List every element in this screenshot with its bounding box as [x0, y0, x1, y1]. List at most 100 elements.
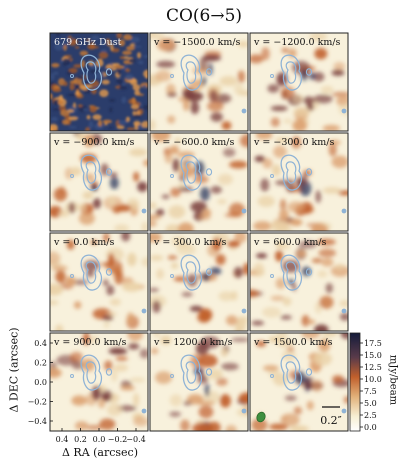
dust-grain	[62, 119, 69, 126]
dust-grain	[143, 104, 148, 110]
emission-blob	[234, 322, 243, 331]
dust-grain	[97, 119, 103, 127]
emission-blob	[109, 349, 128, 355]
emission-blob	[150, 214, 161, 220]
channel-panel: v = 900.0 km/s	[49, 332, 149, 432]
emission-blob	[115, 356, 128, 361]
emission-blob	[50, 283, 64, 296]
panel-frame	[149, 32, 249, 132]
emission-blob	[283, 118, 293, 124]
colorbar-tick-label: 0.0	[364, 423, 377, 432]
channel-panel: v = 1500.0 km/s 0.2″	[249, 332, 349, 432]
dust-grain	[133, 120, 141, 126]
emission-blob	[190, 201, 207, 213]
dust-grain	[116, 33, 123, 39]
emission-blob	[82, 191, 94, 200]
dust-grain	[52, 88, 62, 93]
channel-panel: v = −1200.0 km/s	[249, 32, 349, 132]
dust-grain	[52, 108, 61, 111]
emission-blob	[233, 266, 243, 278]
emission-blob	[168, 205, 186, 219]
dust-grain	[126, 127, 136, 131]
emission-blob	[271, 164, 281, 177]
emission-blob	[150, 119, 156, 131]
panel-frame	[149, 132, 249, 232]
contour-outer	[80, 254, 103, 291]
x-tick-label: 0.4	[56, 435, 69, 444]
contour-outer	[180, 354, 203, 391]
emission-blob	[270, 220, 289, 231]
panel-frame	[249, 132, 349, 232]
contour-clump	[70, 74, 74, 78]
emission-blob	[155, 371, 173, 384]
x-tick-label: −0.4	[126, 435, 145, 444]
emission-blob	[219, 394, 231, 408]
emission-blob	[92, 198, 101, 209]
contour-clump	[205, 68, 213, 76]
emission-blob	[292, 119, 308, 131]
dust-grain	[85, 126, 91, 131]
dust-grain	[143, 55, 148, 58]
emission-blob	[155, 208, 165, 216]
emission-blob	[128, 343, 140, 350]
contour-inner	[185, 161, 197, 184]
emission-blob	[325, 283, 333, 294]
emission-blob	[58, 210, 70, 218]
dust-grain	[99, 89, 109, 98]
dust-grain	[62, 58, 71, 66]
beam-ellipse	[256, 411, 266, 423]
emission-blob	[306, 400, 314, 411]
colorbar	[349, 332, 361, 432]
emission-blob	[86, 425, 103, 430]
emission-blob	[291, 94, 304, 104]
emission-blob	[338, 102, 348, 116]
dust-grain	[118, 85, 128, 90]
emission-blob	[287, 347, 295, 352]
emission-blob	[133, 171, 140, 182]
emission-blob	[237, 40, 248, 48]
x-tick-label: 0.0	[93, 435, 106, 444]
dust-grain	[74, 84, 81, 92]
contour-outer	[280, 154, 303, 191]
emission-peak	[202, 272, 210, 282]
dust-grain	[109, 107, 113, 113]
emission-blob	[89, 335, 99, 343]
emission-blob	[50, 299, 59, 306]
emission-blob	[276, 339, 294, 348]
edge-blob	[241, 408, 247, 414]
emission-blob	[192, 422, 210, 431]
contour-inner	[285, 361, 297, 384]
emission-blob	[152, 300, 161, 313]
dust-grain	[108, 98, 116, 103]
emission-blob	[127, 333, 144, 341]
emission-blob	[161, 194, 170, 199]
emission-peak	[299, 180, 312, 197]
emission-peak	[200, 186, 210, 202]
dust-grain	[125, 116, 131, 123]
emission-blob	[108, 196, 116, 206]
dust-grain	[125, 68, 131, 73]
emission-blob	[172, 158, 180, 172]
emission-blob	[150, 254, 164, 261]
emission-blob	[309, 33, 328, 41]
emission-blob	[167, 255, 178, 260]
emission-blob	[340, 333, 348, 340]
emission-blob	[176, 243, 197, 256]
emission-blob	[111, 369, 118, 382]
dust-grain	[89, 80, 100, 88]
colorbar-tick-label: 17.5	[364, 339, 382, 348]
emission-blob	[250, 289, 259, 298]
emission-blob	[102, 233, 110, 243]
emission-blob	[197, 354, 218, 368]
emission-blob	[141, 221, 148, 231]
contour-clump	[105, 268, 113, 276]
emission-blob	[267, 84, 280, 93]
emission-blob	[166, 92, 178, 97]
emission-blob	[150, 233, 162, 243]
emission-peak	[209, 89, 218, 103]
emission-peak	[309, 72, 316, 80]
contour-inner	[85, 161, 97, 184]
velocity-label: v = 0.0 km/s	[53, 237, 114, 248]
dust-grain	[59, 94, 64, 100]
